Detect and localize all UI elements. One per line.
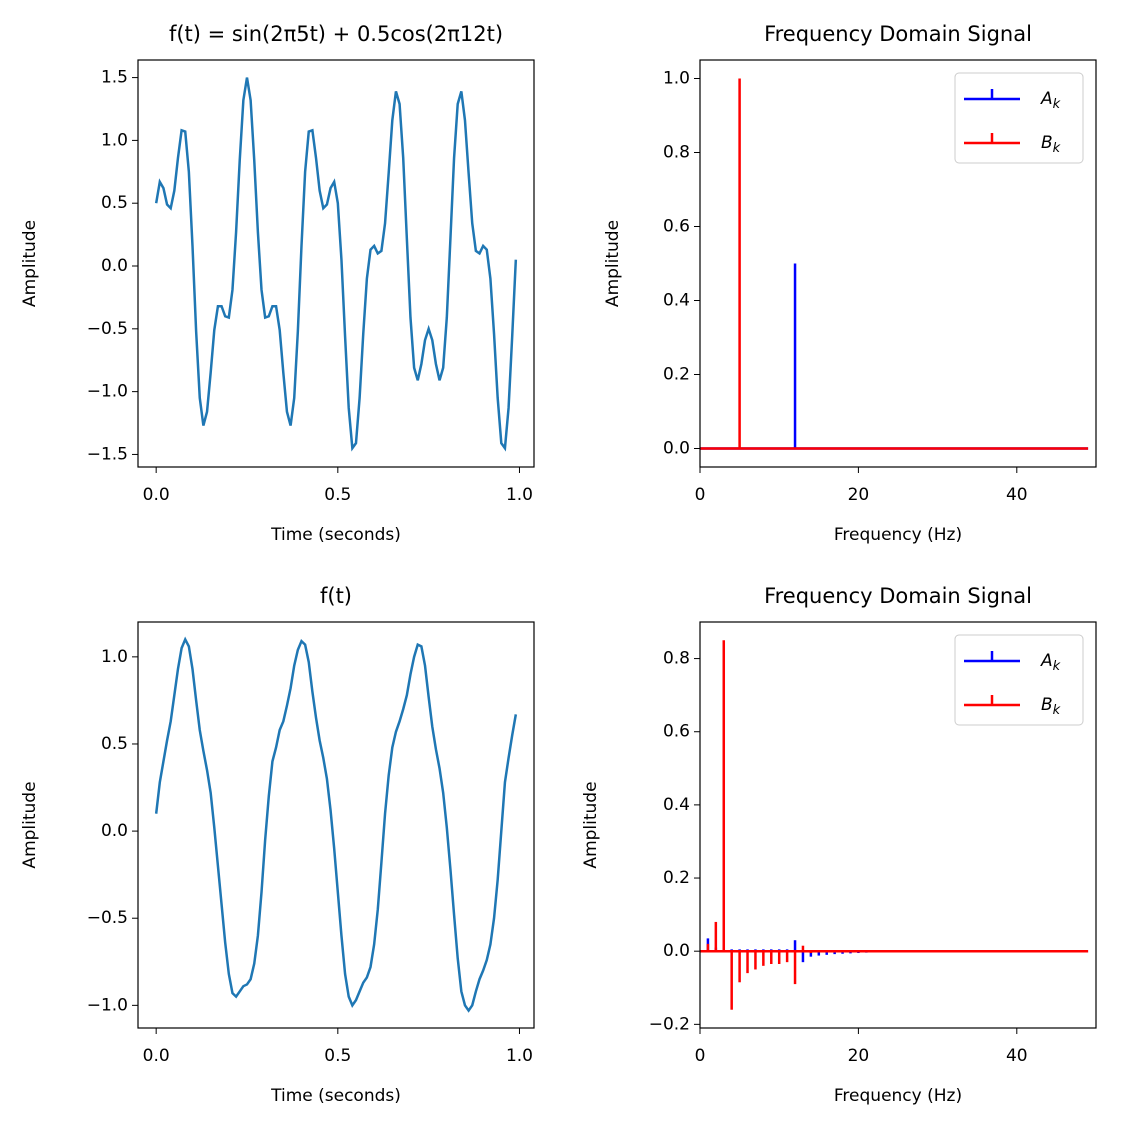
- x-axis-label: Frequency (Hz): [834, 525, 962, 545]
- subplot-title: f(t): [320, 584, 352, 608]
- x-tick-label: 0.0: [143, 485, 170, 505]
- y-tick-label: 0.0: [663, 941, 690, 961]
- line-series: [154, 77, 518, 452]
- x-tick-label: 0.0: [143, 1046, 170, 1066]
- y-tick-label: −0.2: [649, 1014, 690, 1034]
- subplot: f(t) Time (seconds) Amplitude 0.0 0.5 1.0 −1.0…: [20, 584, 535, 1106]
- legend: Ak Bk: [954, 634, 1084, 726]
- y-tick-label: 0.8: [663, 649, 690, 669]
- y-tick-label: 0.2: [663, 365, 690, 385]
- x-tick-label: 40: [1006, 1046, 1028, 1066]
- x-axis-label: Time (seconds): [270, 1086, 401, 1106]
- plot-area: [154, 636, 518, 1013]
- x-tick-label: 0.5: [324, 1046, 351, 1066]
- x-tick-label: 1.0: [506, 485, 533, 505]
- legend-label: Bk: [1041, 133, 1061, 156]
- y-tick-label: 1.0: [663, 69, 690, 89]
- axes-frame: [699, 621, 1097, 1029]
- subplot: Frequency Domain Signal Frequency (Hz) Amp…: [581, 584, 1097, 1106]
- legend: Ak Bk: [954, 72, 1084, 164]
- y-tick-label: 0.0: [101, 256, 128, 276]
- legend-label: Ak: [1040, 89, 1061, 112]
- y-axis-label: Amplitude: [20, 781, 40, 868]
- x-tick-label: 20: [848, 485, 870, 505]
- y-tick-label: −0.5: [87, 908, 128, 928]
- legend-frame: [954, 72, 1084, 164]
- x-tick-label: 0.5: [324, 485, 351, 505]
- x-tick-label: 40: [1006, 485, 1028, 505]
- y-tick-label: 1.0: [101, 130, 128, 150]
- y-tick-label: 0.4: [663, 795, 690, 815]
- x-tick-label: 0: [695, 1046, 706, 1066]
- x-tick-label: 1.0: [506, 1046, 533, 1066]
- subplot: Frequency Domain Signal Frequency (Hz) Amp…: [603, 22, 1097, 545]
- y-tick-label: 0.5: [101, 193, 128, 213]
- y-axis-label: Amplitude: [603, 220, 623, 307]
- y-tick-label: 0.0: [663, 439, 690, 459]
- plot-area: [700, 78, 1089, 450]
- subplot-title: Frequency Domain Signal: [764, 22, 1032, 46]
- subplot-title: f(t) = sin(2π5t) + 0.5cos(2π12t): [169, 22, 503, 46]
- x-tick-label: 20: [848, 1046, 870, 1066]
- y-tick-label: 0.6: [663, 722, 690, 742]
- x-axis-label: Frequency (Hz): [834, 1086, 962, 1106]
- legend-label: Ak: [1040, 651, 1061, 674]
- plot-area: [700, 640, 1089, 1010]
- y-axis-label: Amplitude: [581, 781, 601, 868]
- y-tick-label: 0.2: [663, 868, 690, 888]
- y-tick-label: 0.6: [663, 217, 690, 237]
- axes-frame: [137, 621, 535, 1029]
- subplot: f(t) = sin(2π5t) + 0.5cos(2π12t) Time (se…: [20, 22, 535, 545]
- x-axis-label: Time (seconds): [270, 525, 401, 545]
- y-tick-label: −1.0: [87, 382, 128, 402]
- y-tick-label: −0.5: [87, 319, 128, 339]
- subplot-title: Frequency Domain Signal: [764, 584, 1032, 608]
- y-tick-label: −1.0: [87, 995, 128, 1015]
- legend-label: Bk: [1041, 695, 1061, 718]
- line-series: [154, 636, 518, 1013]
- y-tick-label: 1.5: [101, 68, 128, 88]
- y-tick-label: 0.4: [663, 291, 690, 311]
- x-tick-label: 0: [695, 485, 706, 505]
- y-tick-label: 1.0: [101, 647, 128, 667]
- axes-frame: [699, 59, 1097, 468]
- y-axis-label: Amplitude: [20, 220, 40, 307]
- y-tick-label: 0.8: [663, 143, 690, 163]
- axes-frame: [137, 59, 535, 468]
- y-tick-label: −1.5: [87, 444, 128, 464]
- legend-frame: [954, 634, 1084, 726]
- plot-area: [154, 77, 518, 452]
- y-tick-label: 0.5: [101, 734, 128, 754]
- y-tick-label: 0.0: [101, 821, 128, 841]
